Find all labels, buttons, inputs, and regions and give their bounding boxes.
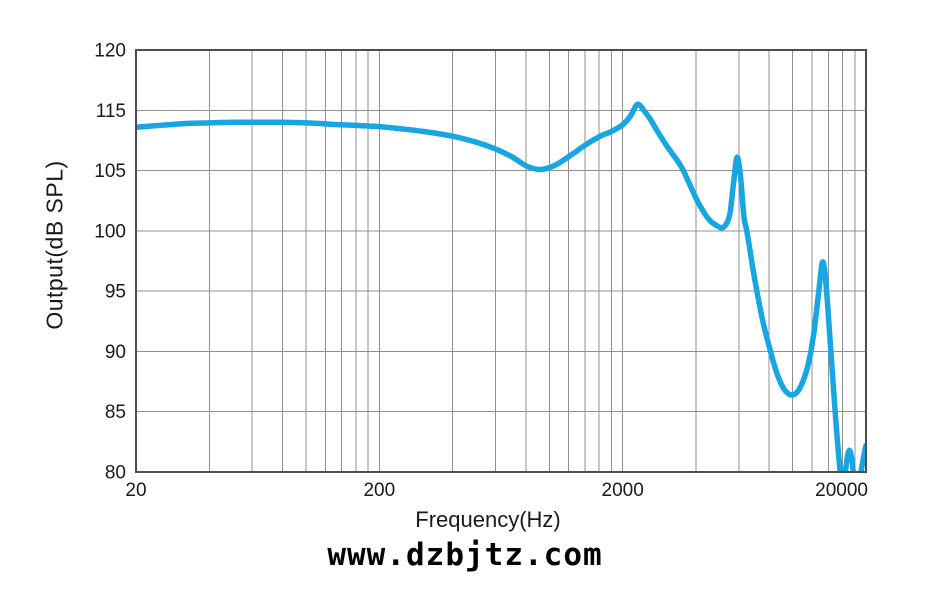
x-axis-title: Frequency(Hz): [415, 507, 561, 532]
watermark-text: www.dzbjtz.com: [327, 537, 603, 573]
x-tick-label: 200: [363, 480, 395, 501]
x-tick-label: 2000: [602, 480, 644, 501]
response-curve: [136, 101, 866, 472]
y-tick-label: 90: [105, 342, 126, 363]
x-tick-label: 20: [125, 480, 146, 501]
y-tick-label: 115: [96, 101, 126, 122]
x-tick-label: 20000: [815, 480, 868, 501]
y-axis-title: Output(dB SPL): [41, 160, 68, 330]
y-tick-label: 105: [94, 161, 126, 182]
y-tick-label: 120: [94, 41, 126, 62]
y-tick-label: 85: [105, 402, 126, 423]
y-tick-label: 100: [94, 221, 126, 242]
plot-border: [135, 49, 867, 473]
y-tick-label: 95: [105, 282, 126, 303]
y-tick-label: 80: [105, 463, 126, 484]
curve-layer: [136, 101, 866, 472]
